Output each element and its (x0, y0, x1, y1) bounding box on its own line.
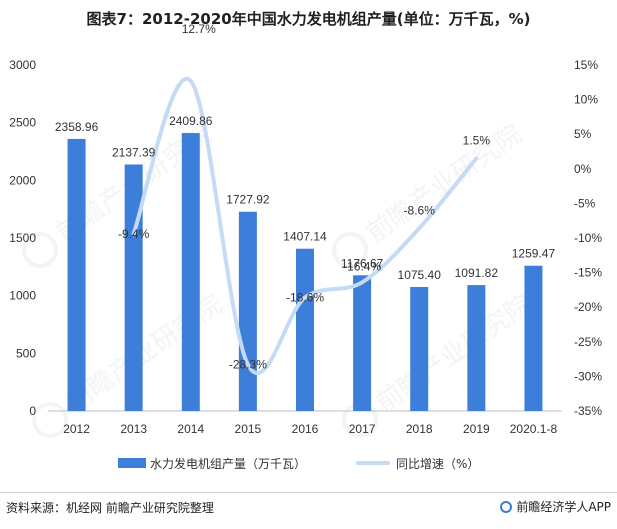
left-axis-tick-label: 1500 (9, 231, 36, 245)
bar-value-label: 1259.47 (512, 247, 556, 261)
right-axis-tick-label: -15% (574, 266, 602, 280)
left-axis-tick-label: 500 (16, 346, 36, 360)
x-axis-tick-label: 2014 (177, 422, 204, 436)
x-axis-tick-label: 2013 (120, 422, 147, 436)
growth-rate-line (131, 76, 479, 376)
right-axis-tick-label: 0% (574, 162, 592, 176)
x-axis-tick-label: 2020.1-8 (510, 422, 558, 436)
line-value-label: -28.3% (229, 358, 267, 372)
legend-bar-swatch (118, 458, 146, 468)
right-axis-tick-label: 15% (574, 58, 598, 72)
bar-value-label: 1075.40 (398, 268, 442, 282)
left-axis-tick-label: 0 (29, 404, 36, 418)
x-axis-tick-label: 2012 (63, 422, 90, 436)
line-value-label: -18.6% (286, 291, 324, 305)
brand-mark: 前瞻经济学人APP (500, 498, 611, 515)
left-axis-tick-label: 2500 (9, 116, 36, 130)
left-axis-tick-label: 1000 (9, 289, 36, 303)
chart-title: 图表7：2012-2020年中国水力发电机组产量(单位：万千瓦，%) (86, 10, 531, 28)
legend: 水力发电机组产量（万千瓦） 同比增速（%） (118, 456, 479, 471)
bar-value-label: 2137.39 (112, 145, 156, 159)
bar (124, 164, 143, 411)
x-axis-tick-label: 2017 (349, 422, 376, 436)
brand-logo-icon (500, 500, 513, 513)
line-value-label: 1.5% (463, 133, 491, 147)
right-axis-tick-label: -5% (574, 196, 596, 210)
bar (296, 248, 314, 411)
x-axis-tick-label: 2018 (406, 422, 433, 436)
bar-value-labels: 2358.96 2137.39 2409.86 1727.92 1407.14 1176.… (55, 114, 556, 282)
bar-series (67, 133, 543, 412)
bar-value-label: 1727.92 (226, 193, 270, 207)
x-axis-tick-label: 2016 (292, 422, 319, 436)
right-axis-tick-label: 10% (574, 93, 598, 107)
right-axis-ticks: -35% -30% -25% -20% -15% -10% -5% 0% 5% 10% 15% (574, 58, 602, 418)
right-axis-tick-label: 5% (574, 127, 592, 141)
svg-text:前瞻产业研究院: 前瞻产业研究院 (361, 120, 527, 249)
right-axis-tick-label: -20% (574, 300, 602, 314)
line-value-labels: -9.4% 12.7% -28.3% -18.6% -16.4% -8.6% 1.5% (118, 22, 490, 372)
bar (353, 275, 372, 411)
line-value-label: -16.4% (343, 259, 381, 273)
left-axis-tick-label: 2000 (9, 173, 36, 187)
right-axis-tick-label: -30% (574, 369, 602, 383)
bar (410, 286, 429, 411)
line-value-label: 12.7% (182, 22, 216, 36)
left-axis-tick-label: 3000 (9, 58, 36, 72)
right-axis-tick-label: -25% (574, 335, 602, 349)
brand-name: 前瞻经济学人APP (516, 500, 611, 514)
footer-divider (0, 492, 617, 493)
bar (524, 265, 543, 411)
x-axis-tick-label: 2015 (235, 422, 262, 436)
watermark-layer: 前瞻产业研究院 前瞻产业研究院 前瞻产业研究院 前瞻产业研究院 (22, 120, 537, 438)
bar-value-label: 2409.86 (169, 114, 213, 128)
right-axis-tick-label: -35% (574, 404, 602, 418)
bar (467, 285, 486, 411)
legend-bar-label: 水力发电机组产量（万千瓦） (150, 456, 306, 471)
bar-value-label: 2358.96 (55, 120, 99, 134)
bar (238, 211, 257, 411)
bar-value-label: 1176.67 (341, 256, 384, 270)
svg-text:前瞻产业研究院: 前瞻产业研究院 (61, 290, 227, 419)
bar (67, 138, 86, 411)
x-axis-ticks: 2012 2013 2014 2015 2016 2017 2018 2019 2020.1-8 (63, 422, 557, 436)
left-axis-ticks: 0 500 1000 1500 2000 2500 3000 (9, 58, 36, 418)
source-note: 资料来源：机经网 前瞻产业研究院整理 (6, 501, 214, 515)
bar (181, 133, 200, 412)
right-axis-tick-label: -10% (574, 231, 602, 245)
line-value-label: -8.6% (404, 203, 436, 217)
legend-line-label: 同比增速（%） (396, 457, 479, 471)
line-value-label: -9.4% (118, 227, 150, 241)
bar-value-label: 1091.82 (455, 266, 499, 280)
bar-value-label: 1407.14 (283, 230, 327, 244)
svg-text:前瞻产业研究院: 前瞻产业研究院 (371, 290, 537, 419)
x-axis-tick-label: 2019 (463, 422, 490, 436)
